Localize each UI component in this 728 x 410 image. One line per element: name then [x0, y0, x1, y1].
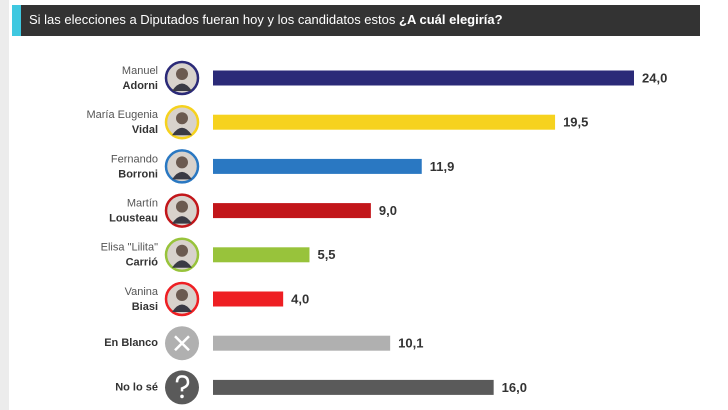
category-label: En Blanco — [104, 337, 158, 349]
category-label: Lousteau — [109, 213, 158, 225]
value-label: 24,0 — [642, 70, 667, 85]
category-label: Carrió — [126, 257, 159, 269]
avatar-head — [176, 289, 188, 301]
avatar-body — [172, 260, 192, 268]
category-label: Adorni — [123, 80, 158, 92]
avatar-head — [176, 68, 188, 80]
first-name: Elisa "Lilita" — [101, 242, 158, 254]
chart-title: Si las elecciones a Diputados fueran hoy… — [29, 12, 503, 27]
title-text: Si las elecciones a Diputados fueran hoy… — [29, 12, 396, 27]
category-label: No lo sé — [115, 381, 158, 393]
bar — [213, 158, 422, 174]
category-label: Biasi — [132, 301, 158, 313]
category-label: Vidal — [132, 124, 158, 136]
avatar-body — [172, 127, 192, 136]
value-label: 10,1 — [398, 336, 423, 351]
avatar-body — [172, 304, 192, 312]
bar — [213, 114, 556, 130]
value-label: 19,5 — [563, 115, 588, 130]
value-label: 9,0 — [379, 203, 397, 218]
icon-question-dot — [180, 394, 184, 399]
avatar-head — [176, 156, 188, 169]
bar — [213, 291, 284, 307]
first-name: Manuel — [122, 65, 158, 77]
bar — [213, 203, 371, 219]
avatar-body — [172, 83, 192, 91]
icon-question — [175, 375, 190, 392]
first-name: Vanina — [125, 286, 159, 298]
avatar-body — [172, 216, 192, 224]
avatar-head — [176, 200, 188, 213]
first-name: María Eugenia — [86, 109, 158, 121]
avatar-head — [176, 112, 188, 125]
left-strip — [0, 0, 9, 410]
header-accent — [12, 5, 21, 36]
bar — [213, 335, 391, 351]
value-label: 4,0 — [291, 291, 309, 306]
value-label: 16,0 — [502, 380, 527, 395]
avatar-body — [172, 171, 192, 180]
icon-x — [174, 335, 190, 352]
first-name: Fernando — [111, 153, 158, 165]
value-label: 5,5 — [317, 247, 335, 262]
category-label: Borroni — [118, 168, 158, 180]
first-name: Martín — [127, 198, 158, 210]
avatar-head — [176, 244, 188, 257]
value-label: 11,9 — [430, 159, 455, 174]
title-emphasis: ¿A cuál elegiría? — [399, 12, 503, 27]
bar — [213, 379, 494, 395]
header-bar — [12, 5, 700, 36]
bar — [213, 70, 634, 86]
bar — [213, 247, 310, 263]
